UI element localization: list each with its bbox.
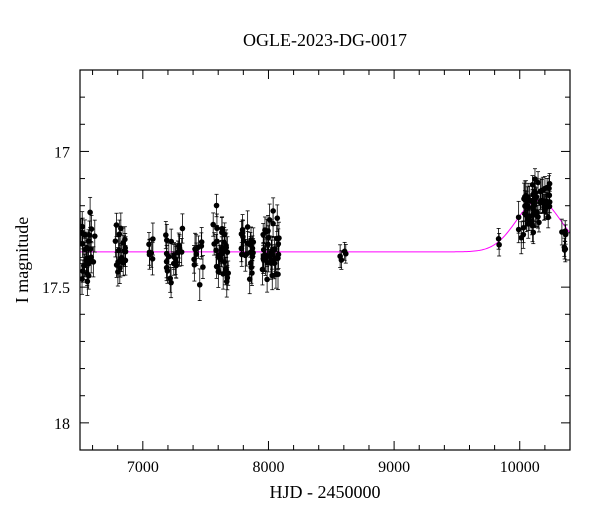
svg-text:9000: 9000 bbox=[378, 459, 410, 476]
svg-text:8000: 8000 bbox=[252, 459, 284, 476]
lightcurve-chart: 7000 8000 9000 10000 17 17.5 18 HJD - 2450000 I … bbox=[0, 0, 600, 512]
chart-title: OGLE-2023-DG-0017 bbox=[243, 30, 407, 50]
svg-text:10000: 10000 bbox=[500, 459, 540, 476]
svg-text:18: 18 bbox=[54, 416, 70, 433]
y-axis-label: I magnitude bbox=[12, 217, 32, 303]
svg-text:17.5: 17.5 bbox=[42, 280, 70, 297]
svg-text:7000: 7000 bbox=[127, 459, 159, 476]
chart-svg: 7000 8000 9000 10000 17 17.5 18 HJD - 2450000 I … bbox=[0, 0, 600, 512]
x-axis-label: HJD - 2450000 bbox=[270, 482, 381, 502]
svg-text:17: 17 bbox=[54, 144, 70, 161]
